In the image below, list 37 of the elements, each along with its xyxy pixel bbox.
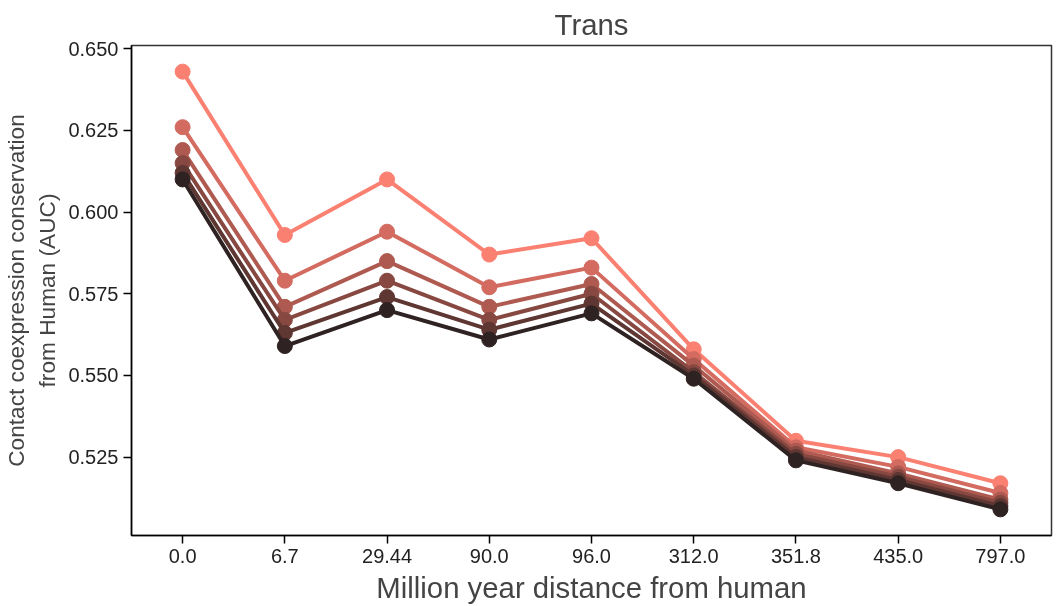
point	[583, 305, 600, 322]
y-tick-label: 0.525	[68, 446, 119, 469]
chart-title: Trans	[554, 7, 629, 41]
x-tick-label: 351.8	[770, 544, 821, 567]
x-tick-label: 312.0	[668, 544, 719, 567]
x-tick-label: 90.0	[469, 544, 509, 567]
point	[379, 223, 396, 240]
point	[174, 63, 191, 80]
point	[379, 302, 396, 319]
point	[174, 171, 191, 188]
point	[379, 171, 396, 188]
point	[276, 226, 293, 243]
y-tick-label: 0.575	[68, 282, 119, 305]
y-tick-label: 0.650	[68, 37, 119, 60]
point	[481, 246, 498, 263]
point	[583, 259, 600, 276]
point	[890, 475, 907, 492]
x-tick-label: 96.0	[572, 544, 611, 567]
y-tick-label: 0.600	[68, 201, 119, 224]
point	[481, 279, 498, 296]
y-tick-label: 0.625	[68, 119, 119, 142]
point	[379, 253, 396, 270]
x-tick-label: 6.7	[270, 544, 299, 567]
point	[276, 272, 293, 289]
y-axis-title: Contact coexpression conservation from Human (AUC)	[3, 114, 61, 467]
point	[583, 230, 600, 247]
point	[481, 298, 498, 315]
x-axis-title: Million year distance from human	[376, 570, 807, 604]
x-tick-label: 797.0	[975, 544, 1026, 567]
point	[481, 331, 498, 348]
x-tick-label: 435.0	[873, 544, 924, 567]
point	[379, 272, 396, 289]
point	[276, 338, 293, 355]
x-tick-label: 0.0	[168, 544, 197, 567]
y-tick-label: 0.550	[68, 364, 119, 387]
point	[174, 119, 191, 136]
x-tick-label: 29.44	[362, 544, 413, 567]
